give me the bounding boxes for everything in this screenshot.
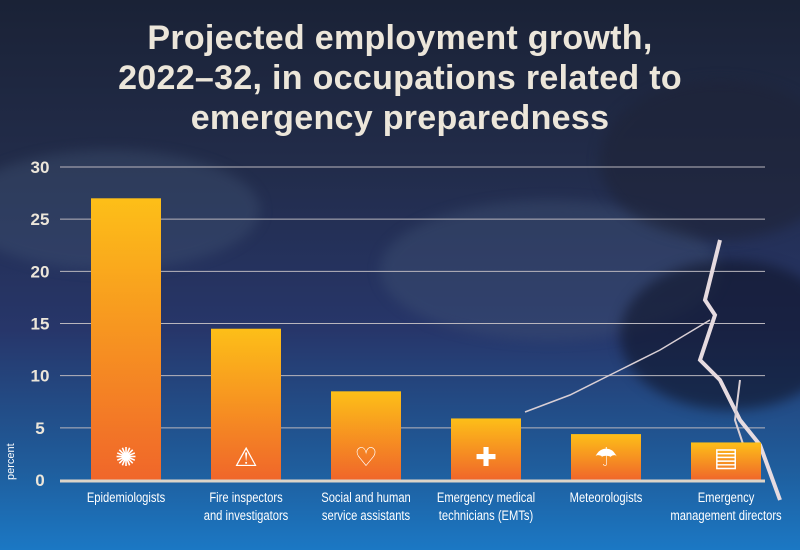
x-category-label: and investigators <box>204 508 289 523</box>
x-category-label: Emergency medical <box>437 490 535 505</box>
x-category-label: service assistants <box>322 508 410 523</box>
bar <box>331 391 401 480</box>
virus-icon: ✺ <box>115 442 137 472</box>
bar <box>211 328 281 480</box>
y-axis-label: percent <box>5 443 17 480</box>
lightning-decoration <box>524 319 711 413</box>
x-category-label-group: Emergency management directors <box>670 490 781 523</box>
y-tick-label: 30 <box>31 158 50 177</box>
title-line: 2022–32, in occupations related to <box>118 59 682 97</box>
title-line: emergency preparedness <box>190 99 610 137</box>
x-category-label-group: Social and human service assistants <box>321 490 411 523</box>
x-category-label: Fire inspectors <box>209 490 282 505</box>
x-category-label: Social and human <box>321 490 411 505</box>
fire-warning-icon: ⚠ <box>234 442 257 472</box>
y-tick-label: 0 <box>35 471 44 490</box>
bar <box>571 434 641 480</box>
heart-hand-icon: ♡ <box>354 442 377 472</box>
lightning-decoration <box>733 379 746 451</box>
lightning-decoration <box>697 239 782 501</box>
clipboard-icon: ▤ <box>714 442 739 472</box>
x-category-label: management directors <box>670 508 781 523</box>
x-category-label-group: Fire inspectors and investigators <box>204 490 289 523</box>
chart-title: Projected employment growth, 2022–32, in… <box>0 18 800 138</box>
weather-icon: ☂ <box>594 442 617 472</box>
title-line: Projected employment growth, <box>147 19 653 57</box>
x-category-label-group: Epidemiologists <box>87 490 165 505</box>
bar <box>91 198 161 481</box>
x-category-label-group: Meteorologists <box>570 490 643 505</box>
ambulance-icon: ✚ <box>475 442 497 472</box>
bar <box>691 442 761 480</box>
x-category-label-group: Emergency medical technicians (EMTs) <box>437 490 535 523</box>
y-tick-label: 15 <box>31 315 50 334</box>
cloud-decoration <box>600 80 800 240</box>
bar <box>451 418 521 480</box>
x-category-label: Meteorologists <box>570 490 643 505</box>
y-tick-label: 10 <box>31 367 50 386</box>
y-tick-label: 20 <box>31 262 50 281</box>
x-category-label: Emergency <box>698 490 755 505</box>
x-category-label: Epidemiologists <box>87 490 165 505</box>
y-tick-label: 25 <box>31 210 50 229</box>
y-tick-label: 5 <box>35 419 44 438</box>
x-category-label: technicians (EMTs) <box>439 508 533 523</box>
